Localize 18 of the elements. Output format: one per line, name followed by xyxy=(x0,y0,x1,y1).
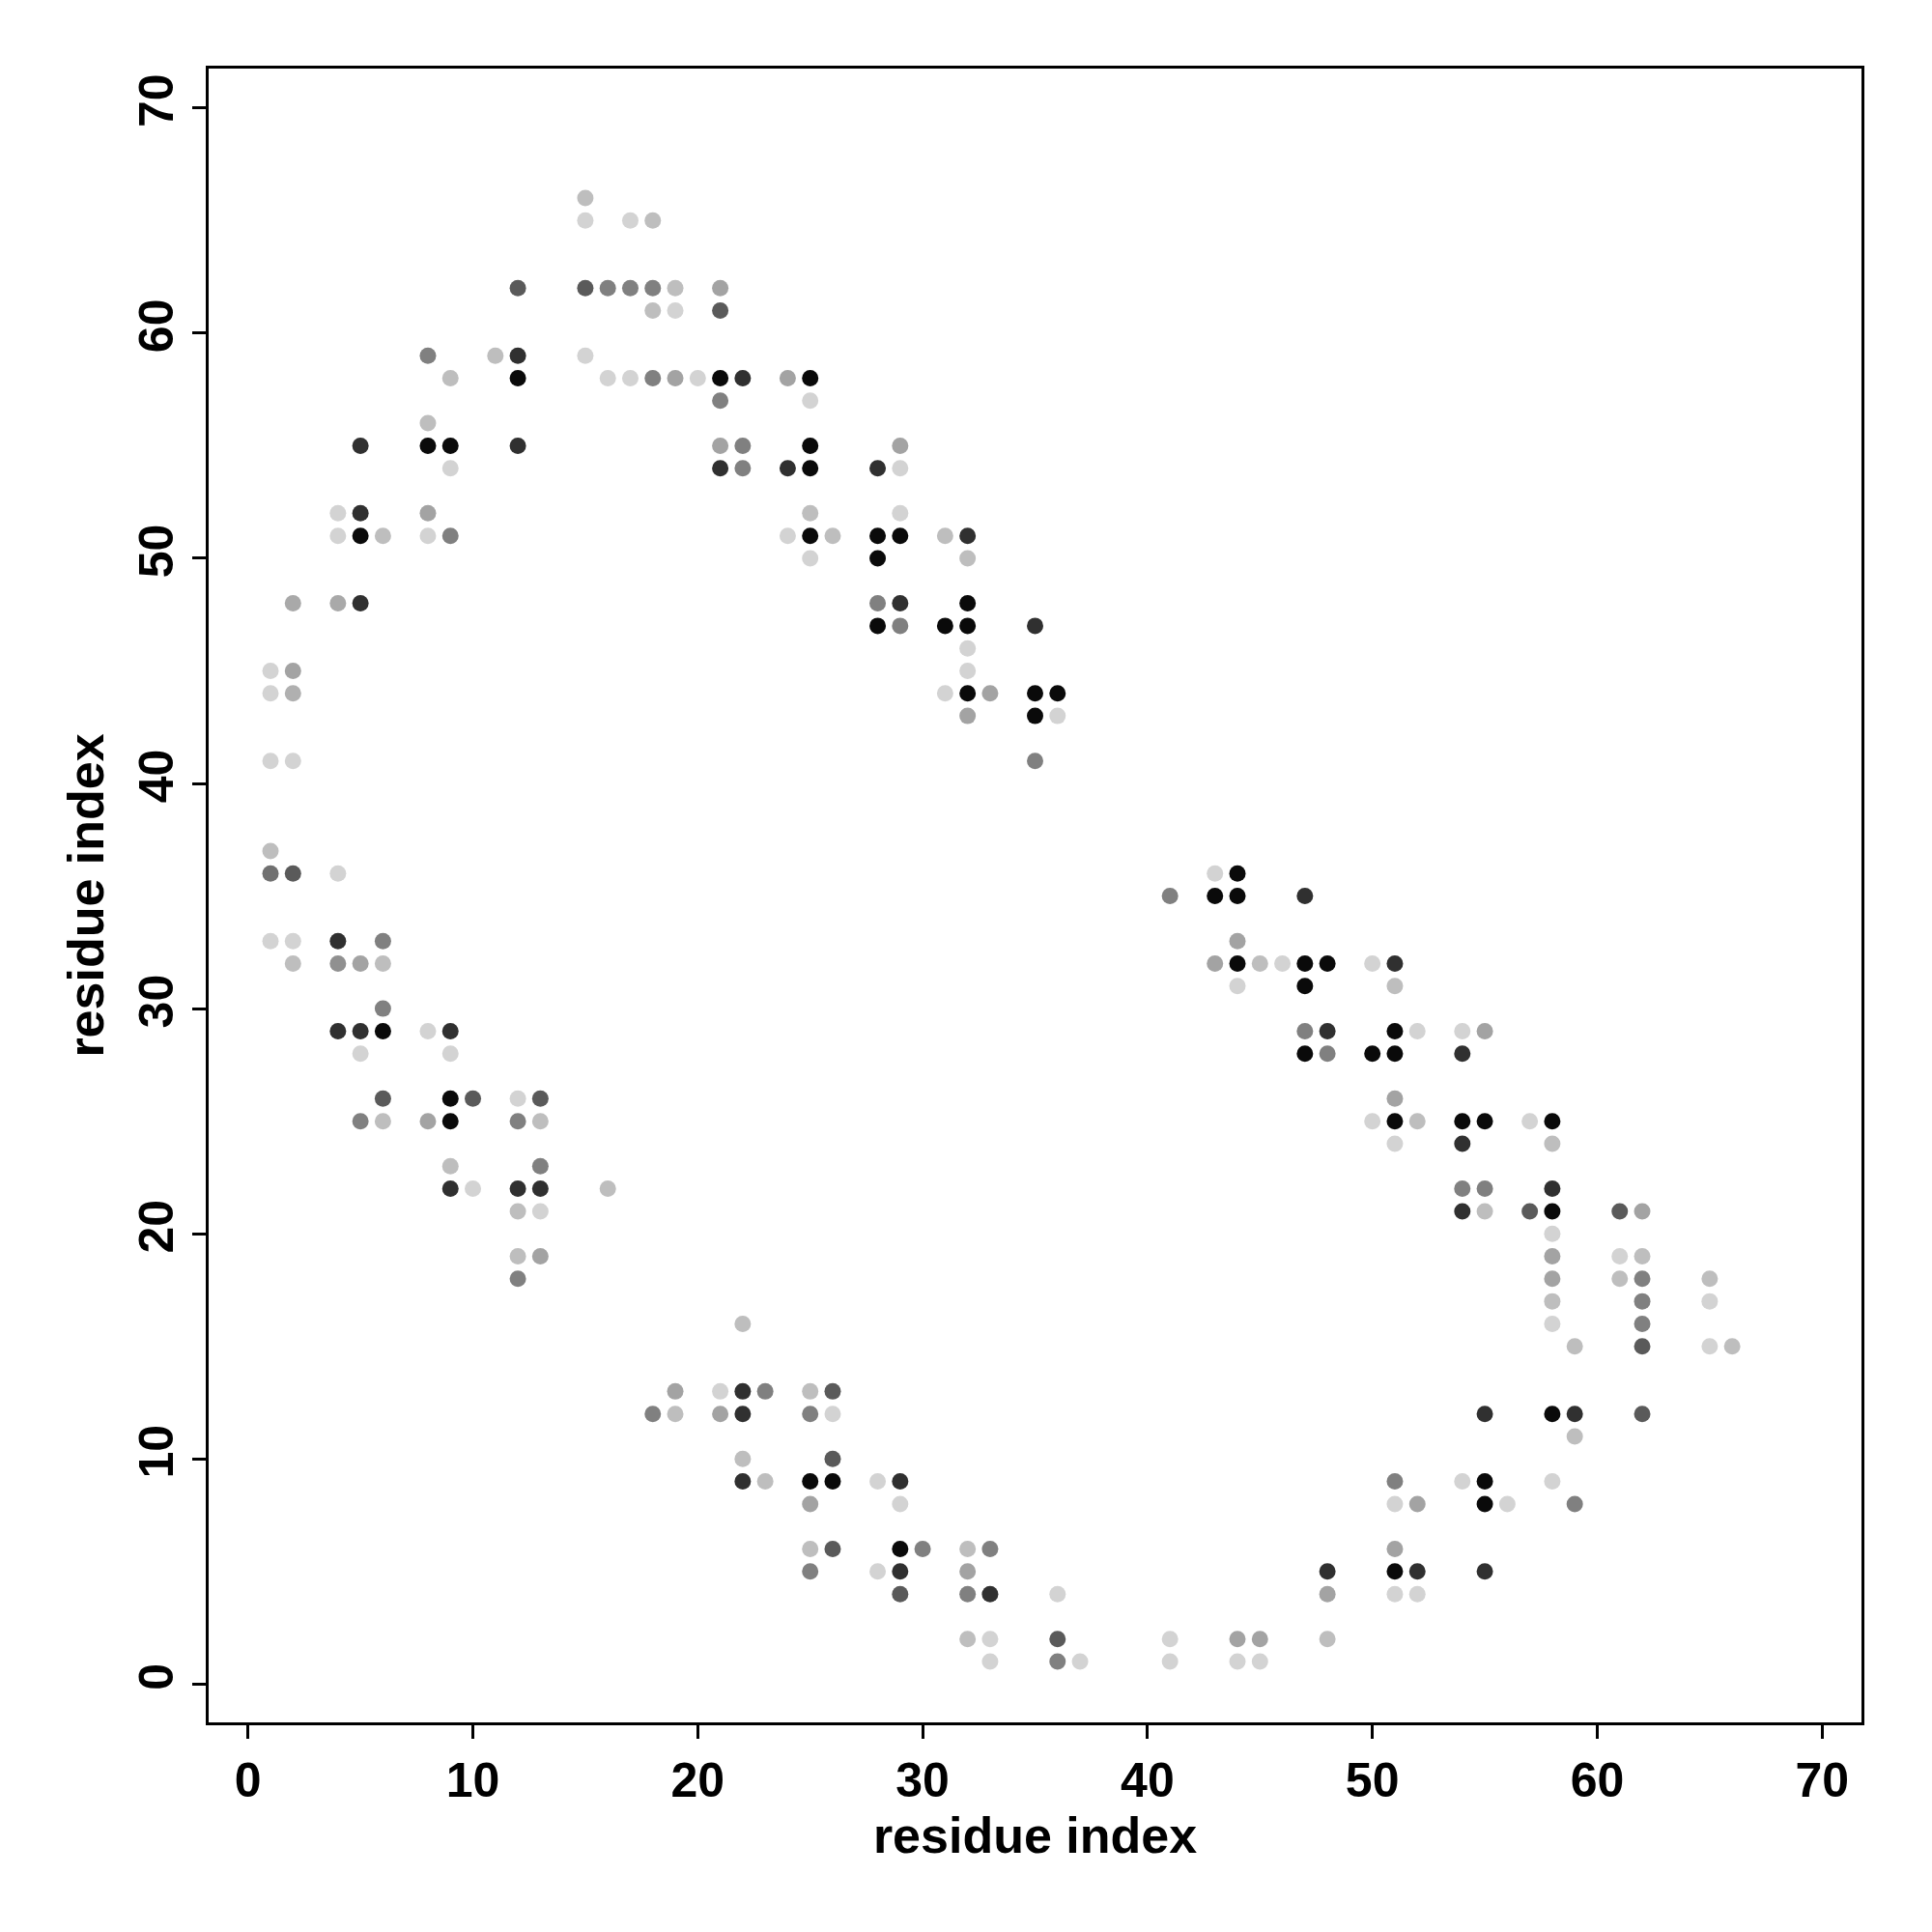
y-tick-label: 20 xyxy=(129,1199,184,1254)
x-tick-label: 60 xyxy=(1570,1753,1625,1807)
y-tick-label: 50 xyxy=(129,524,184,579)
x-axis-title: residue index xyxy=(872,1807,1198,1863)
y-tick-label: 0 xyxy=(129,1662,184,1690)
x-tick-label: 0 xyxy=(234,1753,262,1807)
x-tick-label: 70 xyxy=(1795,1753,1850,1807)
y-tick-label: 10 xyxy=(129,1424,184,1479)
x-tick-label: 50 xyxy=(1345,1753,1400,1807)
y-axis-title: residue index xyxy=(58,733,115,1058)
y-tick-label: 70 xyxy=(129,73,184,128)
x-tick-label: 10 xyxy=(445,1753,500,1807)
x-tick-label: 20 xyxy=(670,1753,725,1807)
y-tick-label: 40 xyxy=(129,749,184,804)
y-tick-label: 30 xyxy=(129,974,184,1029)
y-tick-label: 60 xyxy=(129,298,184,354)
x-tick-label: 40 xyxy=(1121,1753,1175,1807)
x-tick-label: 30 xyxy=(895,1753,950,1807)
